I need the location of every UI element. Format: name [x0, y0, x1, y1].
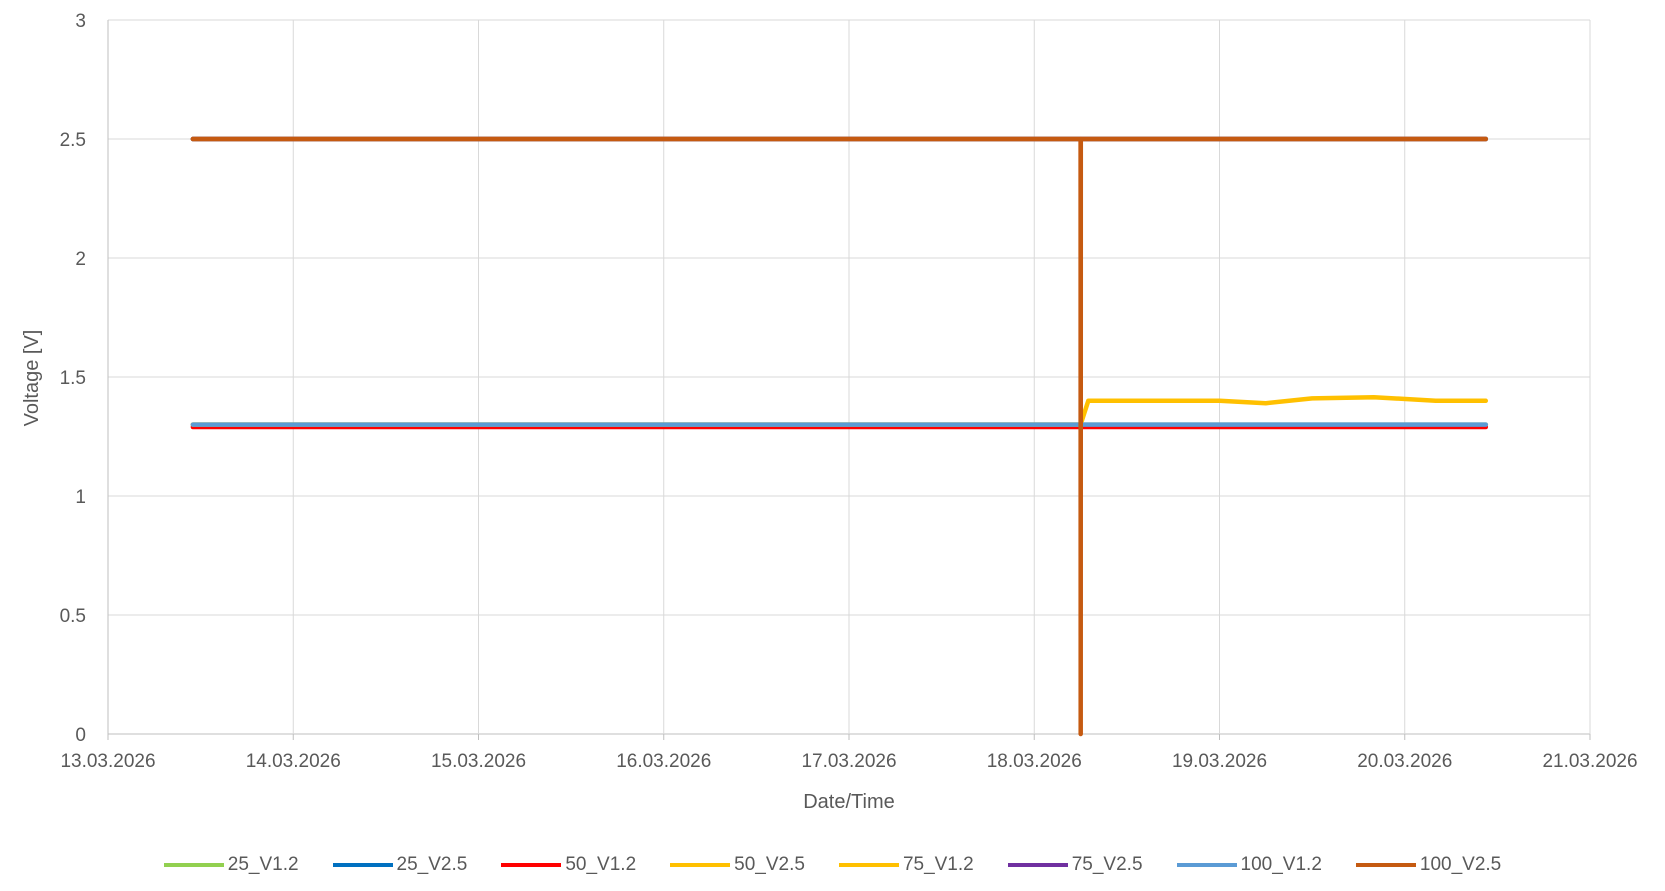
legend-label: 25_V1.2 — [227, 854, 299, 875]
x-tick-label: 18.03.2026 — [987, 751, 1082, 772]
y-axis-ticks: 0 0.5 1 1.5 2 2.5 3 — [60, 11, 86, 746]
x-tick-label: 19.03.2026 — [1172, 751, 1267, 772]
legend: 25_V1.2 25_V2.5 50_V1.2 50_V2.5 75_V1.2 75_V2… — [0, 852, 1665, 878]
x-tick-label: 15.03.2026 — [431, 751, 526, 772]
legend-item: 25_V2.5 — [332, 854, 468, 876]
legend-label: 75_V2.5 — [1071, 854, 1143, 875]
legend-item: 50_V2.5 — [670, 854, 805, 876]
legend-item: 75_V1.2 — [838, 854, 974, 876]
y-tick-label: 0 — [75, 725, 86, 746]
x-tick-label: 13.03.2026 — [60, 751, 155, 772]
legend-item: 100_V1.2 — [1176, 854, 1322, 876]
legend-swatch — [163, 863, 224, 867]
series-lines — [190, 136, 1489, 737]
x-axis-label: Date/Time — [803, 791, 895, 813]
y-tick-label: 2 — [75, 249, 86, 270]
legend-label: 25_V2.5 — [396, 854, 468, 875]
legend-swatch — [670, 863, 731, 867]
x-tick-label: 17.03.2026 — [801, 751, 896, 772]
legend-item: 25_V1.2 — [163, 854, 299, 876]
y-tick-label: 1 — [75, 487, 86, 508]
legend-item: 100_V2.5 — [1355, 854, 1502, 876]
x-tick-label: 20.03.2026 — [1357, 751, 1452, 772]
legend-swatch — [838, 863, 899, 867]
legend-swatch — [1176, 863, 1237, 867]
y-tick-label: 3 — [75, 11, 86, 32]
legend-label: 100_V2.5 — [1419, 854, 1502, 875]
legend-item: 75_V2.5 — [1007, 854, 1143, 876]
x-tick-label: 16.03.2026 — [616, 751, 711, 772]
legend-swatch — [332, 863, 393, 867]
x-tick-label: 21.03.2026 — [1542, 751, 1637, 772]
x-axis-ticks: 13.03.2026 14.03.2026 15.03.2026 16.03.2026… — [60, 751, 1637, 772]
y-tick-label: 1.5 — [60, 368, 86, 389]
y-tick-label: 2.5 — [60, 130, 86, 151]
legend-label: 50_V2.5 — [734, 854, 805, 875]
legend-swatch — [1355, 863, 1416, 867]
legend-label: 75_V1.2 — [902, 854, 974, 875]
series-line-100_V2.5 — [190, 136, 1489, 737]
y-tick-label: 0.5 — [60, 606, 86, 627]
legend-item: 50_V1.2 — [501, 854, 636, 876]
gridlines — [107, 19, 1591, 740]
y-axis-label: Voltage [V] — [21, 330, 43, 427]
legend-swatch — [1007, 863, 1068, 867]
legend-swatch — [501, 863, 562, 867]
x-tick-label: 14.03.2026 — [246, 751, 341, 772]
legend-label: 50_V1.2 — [565, 854, 637, 875]
legend-label: 100_V1.2 — [1240, 854, 1322, 875]
series-line-75_V1.2 — [190, 394, 1489, 427]
